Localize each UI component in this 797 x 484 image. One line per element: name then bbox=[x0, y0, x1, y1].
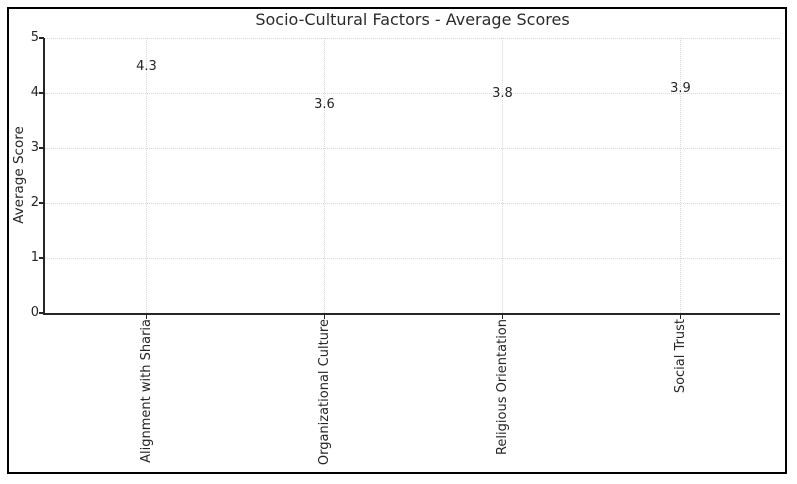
y-tick-mark bbox=[39, 257, 44, 259]
bar-value-label: 4.3 bbox=[136, 58, 157, 74]
y-tick-mark bbox=[39, 202, 44, 204]
h-gridline bbox=[45, 147, 780, 149]
h-gridline bbox=[45, 37, 780, 39]
bar-value-label: 3.9 bbox=[670, 80, 691, 96]
h-gridline bbox=[45, 202, 780, 204]
x-tick-mark bbox=[145, 314, 148, 320]
v-gridline bbox=[146, 38, 147, 313]
x-tick-label: Alignment with Sharia bbox=[139, 319, 154, 463]
h-gridline bbox=[45, 257, 780, 259]
y-tick-label: 4 bbox=[30, 85, 39, 100]
y-tick-mark bbox=[39, 37, 44, 39]
x-tick-label: Social Trust bbox=[673, 319, 688, 394]
x-tick-label: Religious Orientation bbox=[495, 319, 510, 456]
y-tick-label: 3 bbox=[30, 140, 39, 155]
left-spine bbox=[43, 38, 45, 315]
y-tick-mark bbox=[39, 312, 44, 314]
y-tick-label: 5 bbox=[30, 30, 39, 45]
plot-area: 4.3 3.6 3.8 3.9 bbox=[39, 37, 780, 320]
bar-value-label: 3.6 bbox=[314, 97, 335, 112]
y-tick-label: 0 bbox=[30, 305, 39, 320]
y-tick-label: 1 bbox=[30, 250, 39, 265]
y-tick-mark bbox=[39, 92, 44, 94]
v-gridline bbox=[324, 38, 325, 313]
chart-title: Socio-Cultural Factors - Average Scores bbox=[255, 10, 570, 29]
x-tick-label: Organizational Culture bbox=[317, 319, 332, 466]
figure-border bbox=[7, 7, 787, 474]
x-tick-mark bbox=[323, 314, 326, 320]
y-tick-label: 2 bbox=[30, 195, 39, 210]
h-gridline bbox=[45, 92, 780, 94]
v-gridline bbox=[680, 38, 681, 313]
v-gridline bbox=[502, 38, 503, 313]
x-tick-mark bbox=[679, 314, 682, 320]
y-tick-mark bbox=[39, 147, 44, 149]
bottom-spine bbox=[43, 313, 780, 315]
x-tick-mark bbox=[501, 314, 504, 320]
bar-value-label: 3.8 bbox=[492, 86, 513, 101]
